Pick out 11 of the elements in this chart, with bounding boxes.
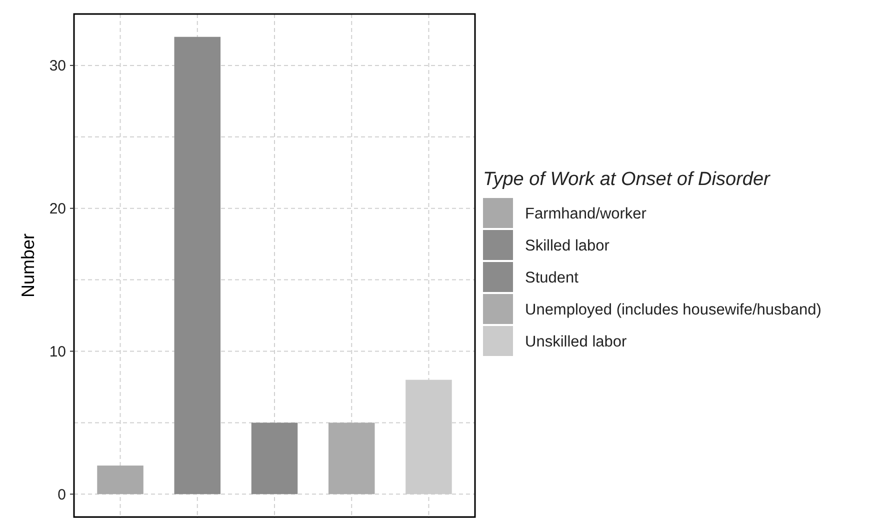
y-tick-label: 30 [49, 58, 66, 75]
legend-label: Farmhand/worker [525, 205, 646, 222]
y-axis-title: Number [18, 233, 38, 298]
legend-label: Student [525, 269, 580, 286]
legend-title: Type of Work at Onset of Disorder [483, 169, 771, 190]
legend-label: Unskilled labor [525, 333, 627, 350]
y-tick-label: 20 [49, 200, 66, 218]
legend-label: Unemployed (includes housewife/husband) [525, 301, 822, 318]
y-tick-label: 10 [49, 343, 66, 360]
legend-label: Skilled labor [525, 237, 610, 254]
y-tick-label: 0 [58, 486, 66, 504]
